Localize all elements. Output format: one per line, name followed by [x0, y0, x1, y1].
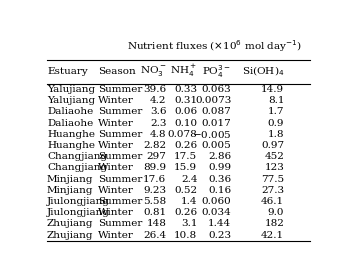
Text: Winter: Winter	[98, 208, 133, 217]
Text: 0.52: 0.52	[174, 186, 197, 195]
Text: 17.6: 17.6	[143, 175, 166, 184]
Text: Zhujiang: Zhujiang	[47, 231, 93, 239]
Text: $-$0.005: $-$0.005	[192, 129, 232, 140]
Text: Winter: Winter	[98, 96, 133, 105]
Text: Winter: Winter	[98, 141, 133, 150]
Text: 27.3: 27.3	[261, 186, 284, 195]
Text: Huanghe: Huanghe	[47, 130, 95, 139]
Text: Estuary: Estuary	[47, 67, 88, 76]
Text: 17.5: 17.5	[174, 152, 197, 161]
Text: 0.087: 0.087	[202, 107, 232, 116]
Text: Huanghe: Huanghe	[47, 141, 95, 150]
Text: 39.6: 39.6	[143, 85, 166, 94]
Text: 0.10: 0.10	[174, 119, 197, 128]
Text: 0.23: 0.23	[208, 231, 232, 239]
Text: 89.9: 89.9	[143, 163, 166, 172]
Text: 1.8: 1.8	[268, 130, 284, 139]
Text: 1.7: 1.7	[268, 107, 284, 116]
Text: 26.4: 26.4	[143, 231, 166, 239]
Text: Nutrient fluxes ($\times$10$^{6}$ mol day$^{-1}$): Nutrient fluxes ($\times$10$^{6}$ mol da…	[127, 39, 302, 55]
Text: 10.8: 10.8	[174, 231, 197, 239]
Text: 0.81: 0.81	[143, 208, 166, 217]
Text: 0.078: 0.078	[167, 130, 197, 139]
Text: 0.06: 0.06	[174, 107, 197, 116]
Text: Season: Season	[98, 67, 136, 76]
Text: 42.1: 42.1	[261, 231, 284, 239]
Text: 1.44: 1.44	[208, 219, 232, 229]
Text: 0.017: 0.017	[202, 119, 232, 128]
Text: Changjiang: Changjiang	[47, 152, 107, 161]
Text: 15.9: 15.9	[174, 163, 197, 172]
Text: 123: 123	[264, 163, 284, 172]
Text: 0.97: 0.97	[261, 141, 284, 150]
Text: Daliaohe: Daliaohe	[47, 107, 93, 116]
Text: 0.36: 0.36	[208, 175, 232, 184]
Text: 2.4: 2.4	[181, 175, 197, 184]
Text: 0.99: 0.99	[208, 163, 232, 172]
Text: 0.060: 0.060	[202, 197, 232, 206]
Text: Summer: Summer	[98, 219, 142, 229]
Text: Summer: Summer	[98, 197, 142, 206]
Text: Yalujiang: Yalujiang	[47, 85, 95, 94]
Text: 148: 148	[147, 219, 166, 229]
Text: 2.82: 2.82	[143, 141, 166, 150]
Text: 297: 297	[147, 152, 166, 161]
Text: 9.23: 9.23	[143, 186, 166, 195]
Text: 0.005: 0.005	[202, 141, 232, 150]
Text: 0.16: 0.16	[208, 186, 232, 195]
Text: 0.33: 0.33	[174, 85, 197, 94]
Text: 0.063: 0.063	[202, 85, 232, 94]
Text: 2.86: 2.86	[208, 152, 232, 161]
Text: NO$_3^-$: NO$_3^-$	[140, 64, 166, 78]
Text: Daliaohe: Daliaohe	[47, 119, 93, 128]
Text: Summer: Summer	[98, 152, 142, 161]
Text: 3.6: 3.6	[150, 107, 166, 116]
Text: 0.26: 0.26	[174, 208, 197, 217]
Text: Summer: Summer	[98, 130, 142, 139]
Text: 0.9: 0.9	[268, 119, 284, 128]
Text: Zhujiang: Zhujiang	[47, 219, 93, 229]
Text: 46.1: 46.1	[261, 197, 284, 206]
Text: 4.8: 4.8	[150, 130, 166, 139]
Text: Yalujiang: Yalujiang	[47, 96, 95, 105]
Text: 452: 452	[264, 152, 284, 161]
Text: Summer: Summer	[98, 85, 142, 94]
Text: Summer: Summer	[98, 107, 142, 116]
Text: 5.58: 5.58	[143, 197, 166, 206]
Text: Winter: Winter	[98, 231, 133, 239]
Text: 0.034: 0.034	[202, 208, 232, 217]
Text: Winter: Winter	[98, 163, 133, 172]
Text: PO$_4^{3-}$: PO$_4^{3-}$	[202, 63, 232, 80]
Text: 182: 182	[264, 219, 284, 229]
Text: 3.1: 3.1	[181, 219, 197, 229]
Text: Summer: Summer	[98, 175, 142, 184]
Text: 1.4: 1.4	[181, 197, 197, 206]
Text: 0.31: 0.31	[174, 96, 197, 105]
Text: Jiulongjiang: Jiulongjiang	[47, 197, 110, 206]
Text: 0.26: 0.26	[174, 141, 197, 150]
Text: 4.2: 4.2	[150, 96, 166, 105]
Text: Si(OH)$_4$: Si(OH)$_4$	[242, 64, 284, 78]
Text: Minjiang: Minjiang	[47, 175, 93, 184]
Text: 8.1: 8.1	[268, 96, 284, 105]
Text: 77.5: 77.5	[261, 175, 284, 184]
Text: Winter: Winter	[98, 119, 133, 128]
Text: 0.0073: 0.0073	[195, 96, 232, 105]
Text: 14.9: 14.9	[261, 85, 284, 94]
Text: Winter: Winter	[98, 186, 133, 195]
Text: Changjiang: Changjiang	[47, 163, 107, 172]
Text: NH$_4^+$: NH$_4^+$	[170, 63, 197, 79]
Text: Minjiang: Minjiang	[47, 186, 93, 195]
Text: Jiulongjiang: Jiulongjiang	[47, 208, 110, 217]
Text: 9.0: 9.0	[268, 208, 284, 217]
Text: 2.3: 2.3	[150, 119, 166, 128]
